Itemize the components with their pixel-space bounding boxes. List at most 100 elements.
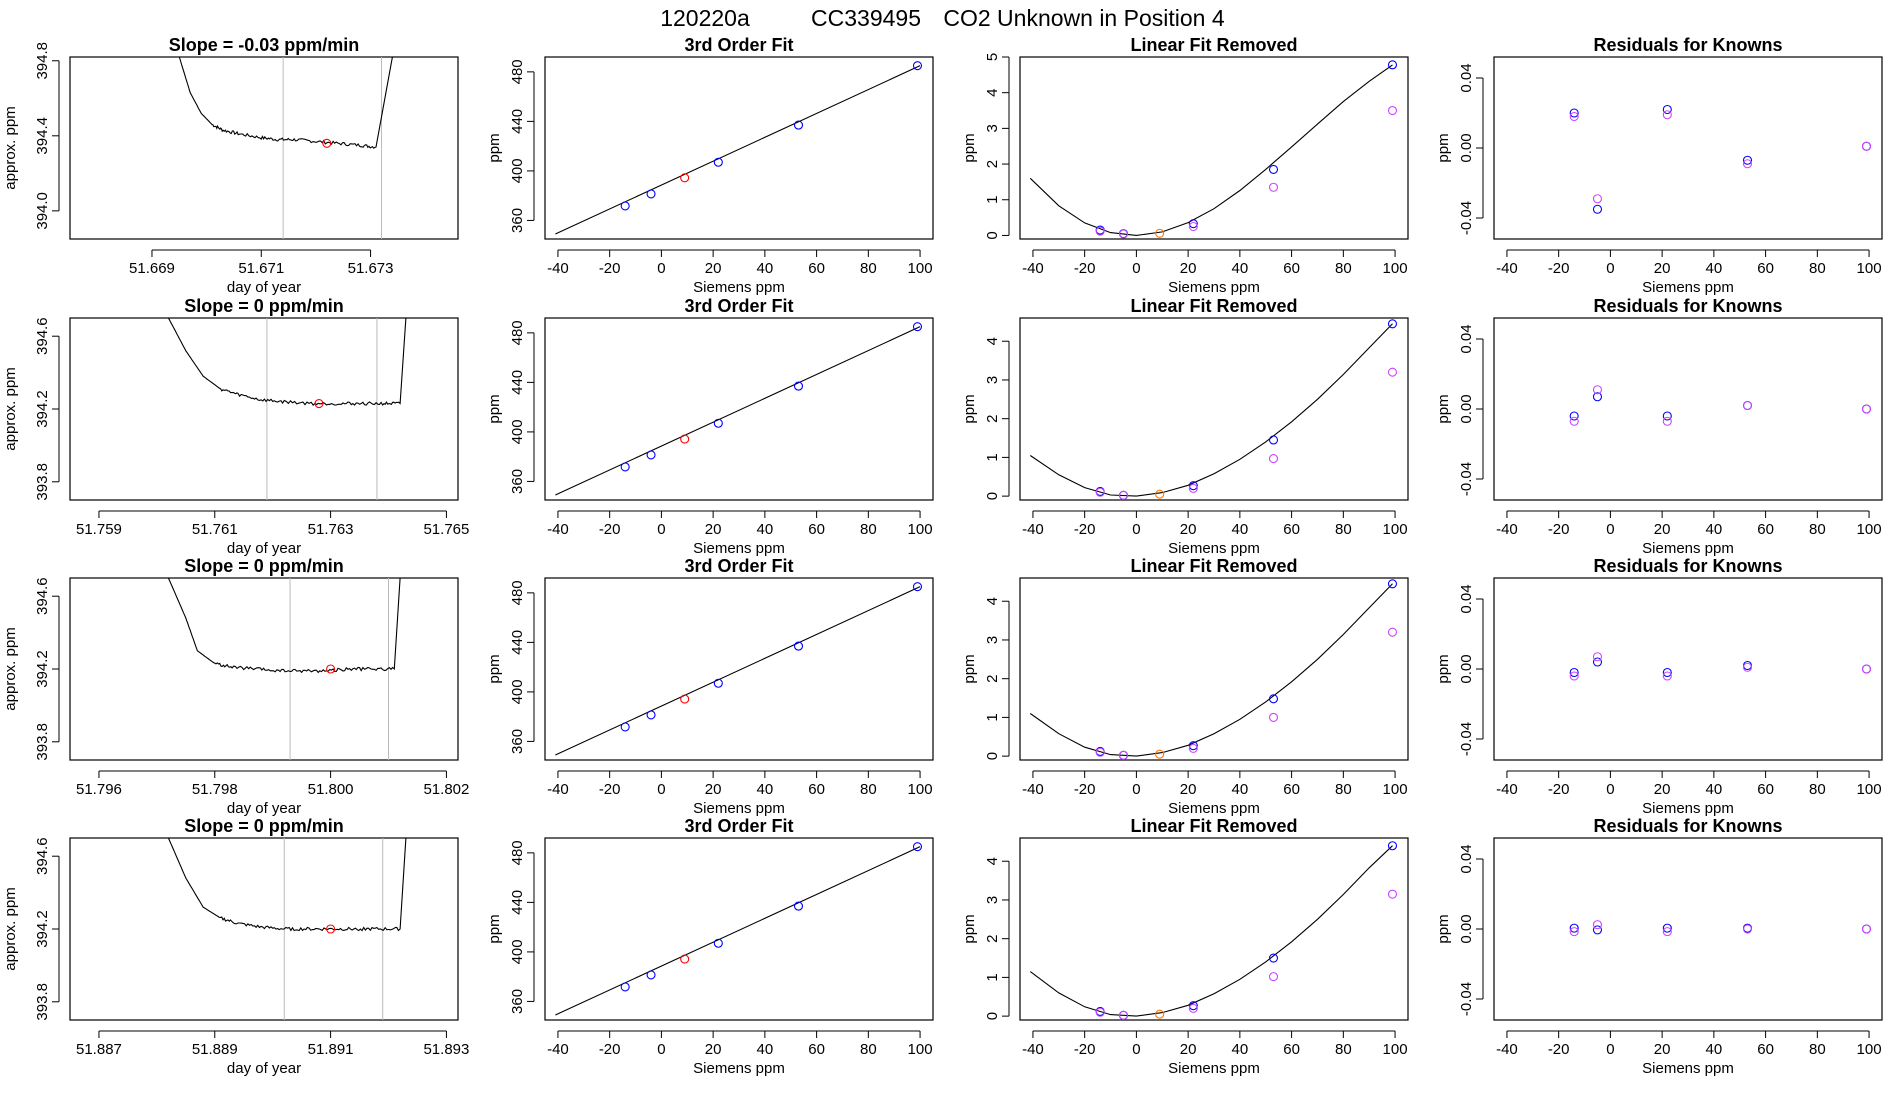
y-tick-label: 360 <box>509 729 526 754</box>
x-tick-label: -20 <box>1548 1041 1570 1058</box>
y-tick-label: 0.04 <box>1458 584 1475 613</box>
y-tick-label: 394.2 <box>34 390 51 428</box>
y-axis-label: approx. ppm <box>2 367 19 450</box>
y-tick-label: 0 <box>984 752 1001 760</box>
plot-frame <box>1019 577 1409 761</box>
data-point-red <box>314 398 324 409</box>
x-tick-label: 100 <box>1857 260 1882 277</box>
y-tick-label: -0.04 <box>1458 982 1475 1016</box>
plot-frame <box>1019 56 1409 240</box>
plot-frame <box>69 837 459 1021</box>
x-tick-label: 51.759 <box>76 521 122 538</box>
data-point-magenta <box>1662 671 1672 681</box>
data-point-blue <box>912 61 923 71</box>
y-axis-label: ppm <box>486 914 503 943</box>
x-tick-label: -40 <box>1496 781 1518 798</box>
data-point-magenta <box>1268 972 1279 982</box>
x-tick-label: 0 <box>1606 521 1614 538</box>
x-axis-label: Siemens ppm <box>1642 540 1734 557</box>
panel-r2c3: Residuals for Knowns -40 -20 0 20 40 60 80 100 Si… <box>1435 556 1883 817</box>
y-tick-label: 394.2 <box>34 650 51 688</box>
x-tick-label: 51.761 <box>192 521 238 538</box>
data-point-blue <box>793 120 804 130</box>
x-tick-label: -20 <box>599 260 621 277</box>
x-tick-label: 51.893 <box>423 1041 469 1058</box>
data-point-blue <box>1569 108 1579 118</box>
data-point-magenta <box>1387 627 1398 637</box>
y-tick-label: 3 <box>984 636 1001 644</box>
panel-r1c0: Slope = 0 ppm/min 51.759 51.761 51.763 51.76… <box>2 296 469 557</box>
data-point-blue <box>1569 667 1579 678</box>
data-point-blue <box>912 842 923 852</box>
data-point-magenta <box>1118 750 1129 760</box>
y-tick-label: 1 <box>984 713 1001 721</box>
x-tick-label: 80 <box>1809 1041 1826 1058</box>
fit-line <box>555 65 921 235</box>
x-tick-label: 0 <box>657 1041 665 1058</box>
y-axis-label: approx. ppm <box>2 106 19 189</box>
data-point-blue <box>620 462 630 472</box>
y-axis-label: ppm <box>1435 914 1452 943</box>
x-tick-label: 40 <box>757 260 774 277</box>
data-point-orange <box>1155 489 1165 499</box>
y-tick-label: 0 <box>984 231 1001 239</box>
x-tick-label: 20 <box>1180 260 1197 277</box>
x-tick-label: -20 <box>1074 1041 1096 1058</box>
y-tick-label: 393.8 <box>34 983 51 1021</box>
x-axis-label: Siemens ppm <box>1642 800 1734 817</box>
x-tick-label: 80 <box>1809 781 1826 798</box>
panel-r2c2: Linear Fit Removed-40 -20 0 20 40 60 80 100Siem… <box>961 556 1409 817</box>
x-tick-label: -40 <box>547 1041 569 1058</box>
y-tick-label: 4 <box>984 337 1001 345</box>
figure-title-description: CO2 Unknown in Position 4 <box>943 5 1224 31</box>
data-point-magenta <box>1569 416 1579 426</box>
data-point-magenta <box>1861 404 1872 414</box>
x-tick-label: 100 <box>1383 781 1408 798</box>
panel-r3c2: Linear Fit Removed-40 -20 0 20 40 60 80 100Siem… <box>961 816 1409 1077</box>
data-point-magenta <box>1569 671 1579 681</box>
x-tick-label: 40 <box>1706 260 1723 277</box>
data-point-magenta <box>1118 1010 1129 1020</box>
y-tick-label: 2 <box>984 675 1001 683</box>
plot-frame <box>544 577 934 761</box>
plot-frame <box>544 837 934 1021</box>
panel-title: 3rd Order Fit <box>684 35 793 55</box>
x-axis-label: Siemens ppm <box>693 800 785 817</box>
time-trace <box>178 57 393 149</box>
y-tick-label: 3 <box>984 376 1001 384</box>
data-layer <box>167 578 401 760</box>
x-axis-label: day of year <box>227 279 301 296</box>
x-tick-label: 20 <box>1654 521 1671 538</box>
data-point-blue <box>1662 411 1672 421</box>
x-tick-label: 100 <box>1383 1041 1408 1058</box>
y-tick-label: 2 <box>984 935 1001 943</box>
figure-title-tank-id: CC339495 <box>811 5 921 31</box>
x-tick-label: 51.891 <box>308 1041 354 1058</box>
data-point-magenta <box>1742 400 1753 411</box>
x-tick-label: -20 <box>1548 781 1570 798</box>
data-layer <box>1569 385 1872 426</box>
y-axis-label: approx. ppm <box>2 627 19 710</box>
y-tick-label: 0.00 <box>1458 394 1475 423</box>
x-axis-label: day of year <box>227 540 301 557</box>
data-point-blue <box>793 901 804 911</box>
x-tick-label: 40 <box>757 1041 774 1058</box>
panel-title: 3rd Order Fit <box>684 556 793 576</box>
time-trace <box>167 318 407 406</box>
data-point-magenta <box>1742 924 1753 934</box>
x-tick-label: 40 <box>1706 781 1723 798</box>
plot-frame <box>69 56 459 240</box>
data-point-blue <box>912 582 923 592</box>
data-point-magenta <box>1592 920 1603 930</box>
fit-line <box>555 846 921 1016</box>
y-tick-label: 480 <box>509 59 526 84</box>
x-tick-label: 100 <box>1383 260 1408 277</box>
x-tick-label: 60 <box>1757 1041 1774 1058</box>
data-point-blue <box>1569 923 1579 933</box>
x-tick-label: 51.889 <box>192 1041 238 1058</box>
x-tick-label: 51.798 <box>192 781 238 798</box>
data-point-blue <box>646 450 656 460</box>
data-point-magenta <box>1592 385 1603 395</box>
x-axis-label: Siemens ppm <box>1642 1060 1734 1077</box>
